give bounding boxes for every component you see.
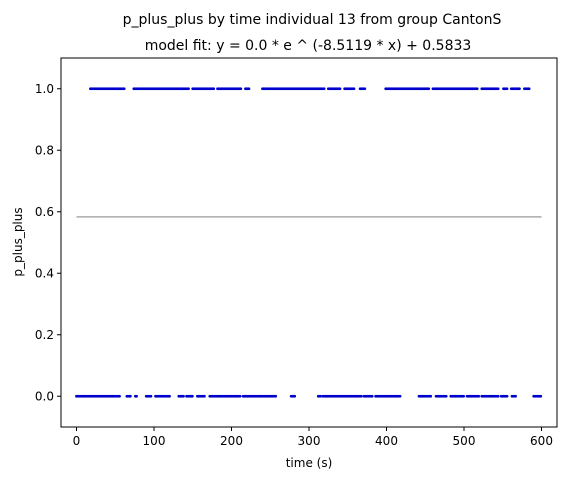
data-point [427, 87, 431, 91]
y-tick-label: 0.2 [35, 328, 54, 342]
data-point [122, 87, 126, 91]
x-tick-label: 500 [453, 434, 476, 448]
y-axis-ticks: 0.0 0.2 0.4 0.6 0.8 1.0 [35, 82, 61, 403]
data-point [496, 394, 500, 398]
data-point [505, 394, 509, 398]
x-tick-label: 300 [298, 434, 321, 448]
data-point [363, 87, 367, 91]
data-point [168, 394, 171, 398]
x-tick-label: 100 [143, 434, 166, 448]
x-axis-ticks: 0 100 200 300 400 500 600 [73, 427, 553, 448]
data-point [190, 394, 194, 398]
x-tick-label: 200 [220, 434, 243, 448]
data-point [359, 394, 363, 398]
chart-title: p_plus_plus by time individual 13 from g… [123, 12, 502, 28]
data-point [274, 394, 278, 398]
data-point [338, 87, 342, 91]
data-point [370, 394, 374, 398]
data-point [514, 394, 517, 398]
data-point [149, 394, 153, 398]
plot-content [75, 87, 543, 398]
y-tick-label: 0.8 [35, 143, 54, 157]
data-point [238, 394, 242, 398]
data-point [518, 87, 521, 91]
point-series-1 [75, 394, 543, 398]
data-point [202, 394, 206, 398]
data-point [496, 87, 500, 91]
data-point [322, 87, 326, 91]
data-point [475, 87, 479, 91]
data-point [352, 87, 356, 91]
point-series-0 [89, 87, 531, 91]
x-axis-label: time (s) [286, 456, 333, 470]
data-point [429, 394, 433, 398]
data-point [118, 394, 121, 398]
chart-subtitle: model fit: y = 0.0 * e ^ (-8.5119 * x) +… [145, 38, 472, 54]
plot-frame [60, 57, 558, 428]
y-tick-label: 0.0 [35, 389, 54, 403]
data-point [212, 87, 216, 91]
data-point [462, 394, 466, 398]
data-point [477, 394, 481, 398]
data-point [398, 394, 402, 398]
y-axis-label: p_plus_plus [11, 207, 25, 276]
data-point [128, 394, 132, 398]
data-point [239, 87, 243, 91]
data-point [505, 87, 509, 91]
x-tick-label: 0 [73, 434, 81, 448]
data-point [293, 394, 297, 398]
x-tick-label: 400 [375, 434, 398, 448]
y-tick-label: 1.0 [35, 82, 54, 96]
data-point [187, 87, 190, 91]
data-point [182, 394, 185, 398]
x-tick-label: 600 [530, 434, 553, 448]
data-point [444, 394, 448, 398]
data-point [440, 394, 444, 398]
data-point [527, 87, 531, 91]
data-point [135, 394, 138, 398]
y-tick-label: 0.6 [35, 205, 54, 219]
data-point [539, 394, 543, 398]
y-tick-label: 0.4 [35, 266, 54, 280]
data-point [247, 87, 251, 91]
data-point [319, 394, 323, 398]
